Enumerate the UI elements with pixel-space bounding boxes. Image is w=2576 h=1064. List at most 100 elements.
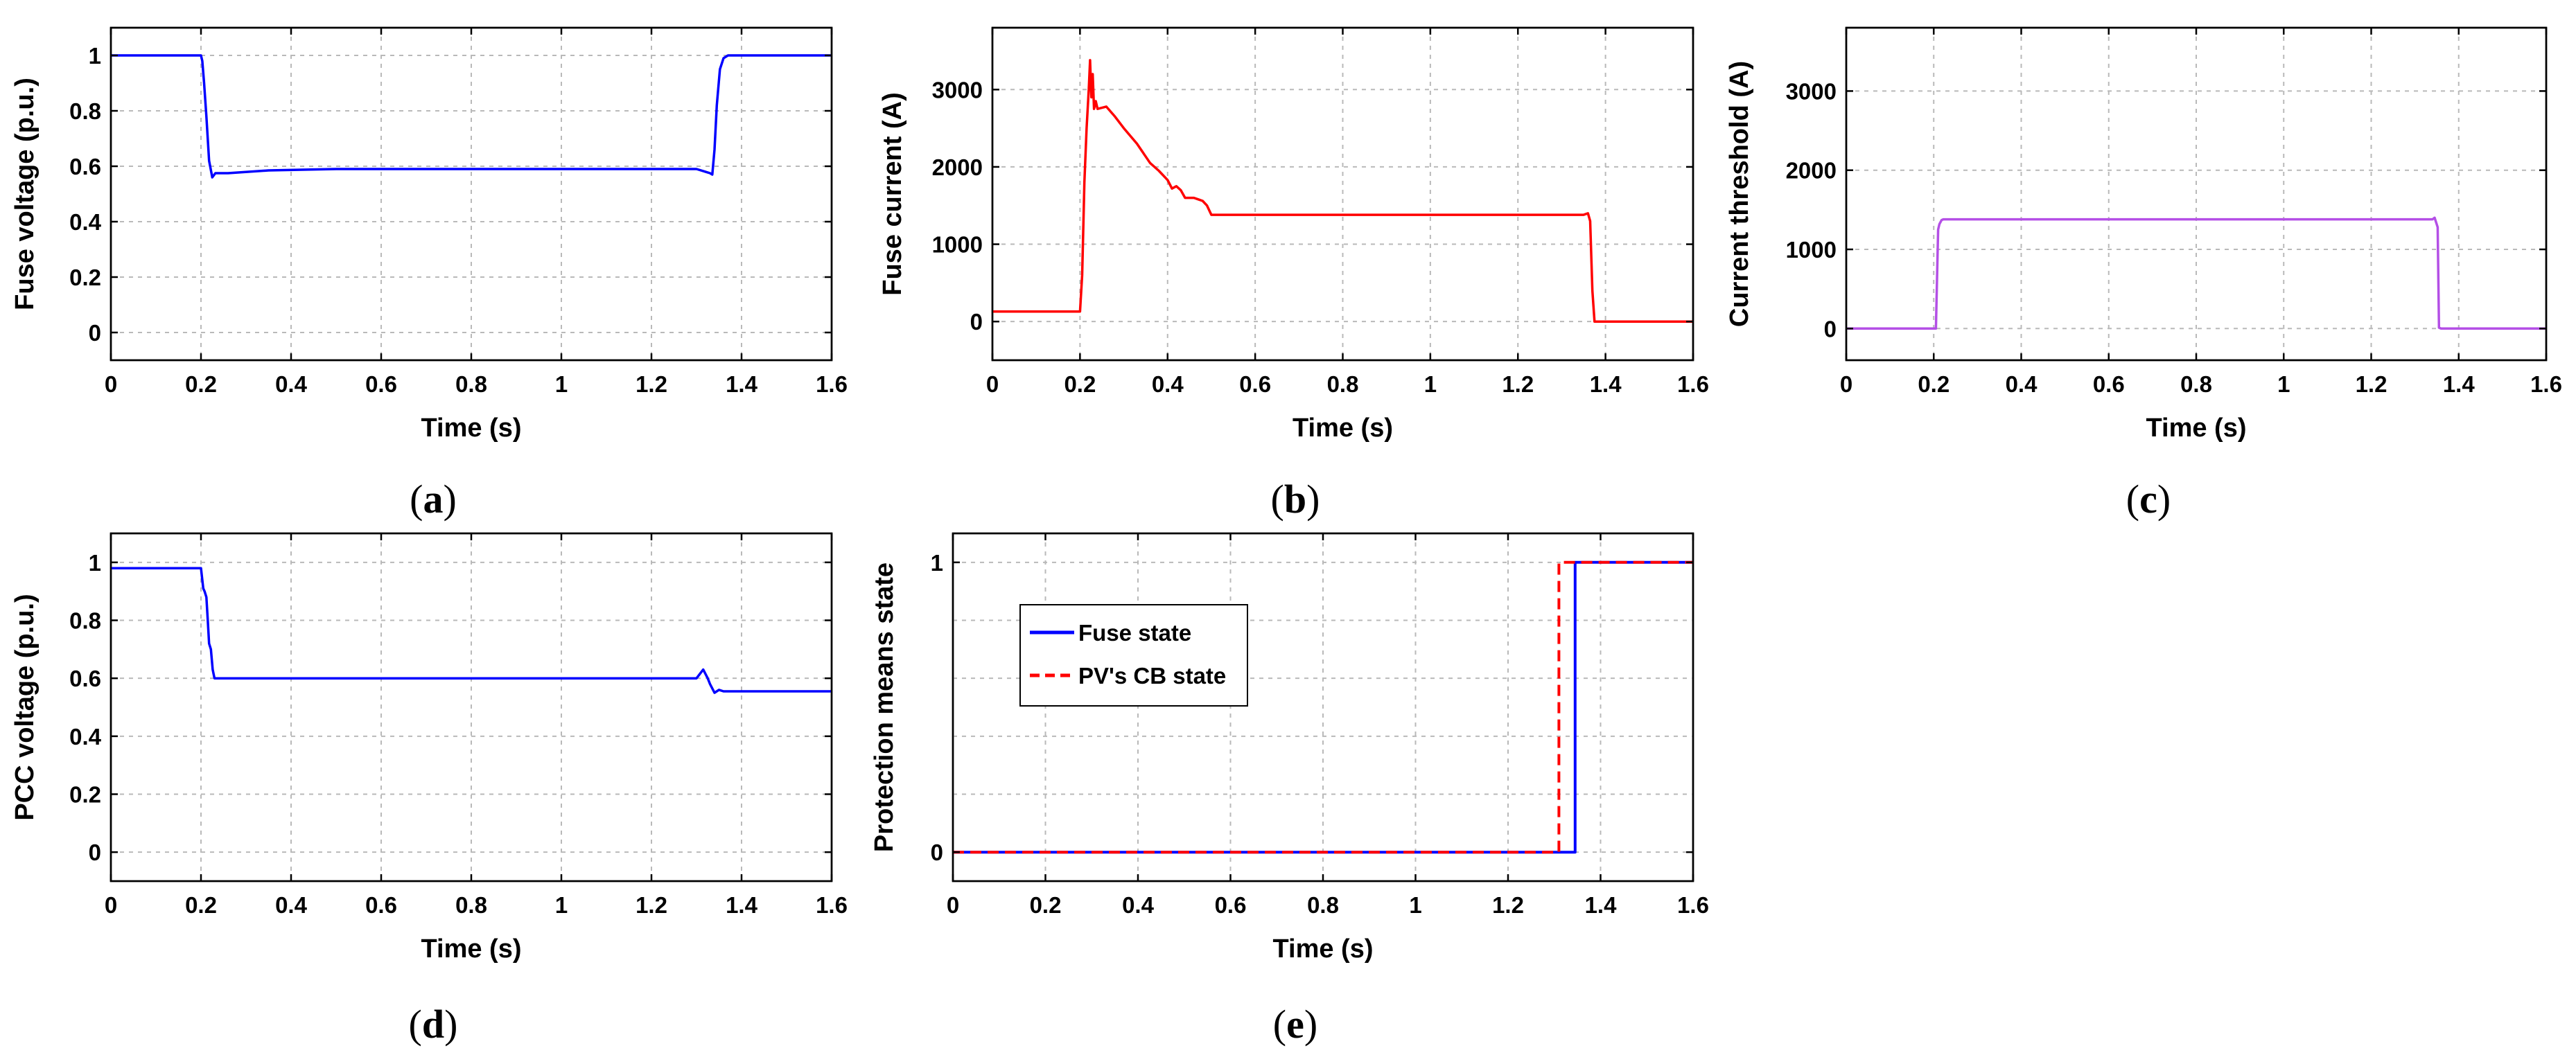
panel-letter: a [423,477,444,522]
panel-label: (c) [2126,477,2171,522]
x-axis-label: Time (s) [1272,934,1373,964]
y-tick-label: 1000 [932,232,983,258]
x-tick-label: 0.8 [1307,892,1339,918]
x-tick-label: 1 [1409,892,1421,918]
chart-panel-d: 0 0.2 0.4 0.6 0.8 1 1.2 1.4 1.6 0 0.2 0.4 0.6 0.8 1 Tim… [10,532,848,1047]
x-tick-label: 0.6 [365,892,397,918]
y-tick-label: 0.6 [69,666,101,691]
x-tick-label: 0 [105,892,117,918]
x-axis-label: Time (s) [2146,414,2246,443]
x-tick-label: 0.4 [2006,371,2038,397]
x-tick-label: 1 [2277,371,2290,397]
y-tick-label: 0 [89,840,101,865]
legend-label: Fuse state [1078,620,1191,646]
y-tick-label: 2000 [1786,158,1837,184]
y-axis-label: Current threshold (A) [1725,61,1754,327]
y-tick-label: 2000 [932,154,983,180]
x-tick-label: 0 [947,892,959,918]
chart-panel-e: 0 0.2 0.4 0.6 0.8 1 1.2 1.4 1.6 0 1 Time (s) Protect… [870,532,1709,1047]
y-tick-label: 0.6 [69,154,101,179]
y-tick-label: 0 [970,309,983,335]
y-tick-label: 0 [931,840,943,865]
y-tick-label: 1 [89,550,101,576]
x-tick-label: 1.2 [636,892,667,918]
y-tick-label: 0.4 [69,209,102,235]
x-tick-label: 1.6 [1677,371,1709,397]
x-tick-label: 1.6 [2530,371,2562,397]
y-tick-label: 0.4 [69,724,102,750]
y-tick-label: 0.2 [69,265,101,290]
x-tick-label: 0.8 [1327,371,1359,397]
y-tick-label: 0 [89,320,101,346]
x-axis-label: Time (s) [421,934,521,964]
y-axis-label: Fuse current (A) [878,92,907,295]
panel-label: (d) [409,1002,458,1047]
x-tick-label: 0.8 [455,371,487,397]
x-tick-label: 1.2 [2356,371,2387,397]
x-tick-label: 1.4 [1590,371,1622,397]
x-tick-label: 1.6 [816,892,848,918]
chart-panel-c: 0 0.2 0.4 0.6 0.8 1 1.2 1.4 1.6 0 1000 2000 3000 Time… [1725,26,2562,522]
legend-box [1019,604,1248,707]
x-axis-label: Time (s) [1293,414,1393,443]
y-tick-label: 0.2 [69,782,101,808]
x-tick-label: 0.2 [185,371,217,397]
panel-label: (a) [410,477,457,522]
x-tick-label: 0.8 [2180,371,2212,397]
x-tick-label: 0.2 [1064,371,1096,397]
panel-label: (e) [1273,1002,1317,1047]
x-tick-label: 0 [986,371,999,397]
y-axis-label: PCC voltage (p.u.) [10,594,40,820]
panel-letter: c [2139,477,2157,522]
x-tick-label: 1.6 [816,371,848,397]
chart-panel-a: 0 0.2 0.4 0.6 0.8 1 1.2 1.4 1.6 0 0.2 0.4 0.6 0.8 1 Tim… [10,26,848,522]
y-tick-label: 0 [1824,316,1837,342]
series-line-fuse-voltage [111,54,832,179]
x-tick-label: 1 [555,371,568,397]
y-tick-label: 0.8 [69,608,101,634]
x-tick-label: 0.4 [275,892,308,918]
x-tick-label: 0.4 [275,371,308,397]
x-tick-label: 1.4 [726,892,758,918]
y-tick-label: 0.8 [69,98,101,124]
series-line-fuse-current [992,59,1693,323]
y-tick-label: 1 [89,43,101,69]
x-tick-label: 0.6 [365,371,397,397]
y-tick-label: 3000 [1786,78,1837,104]
chart-panel-b: 0 0.2 0.4 0.6 0.8 1 1.2 1.4 1.6 0 1000 2000 3000 Time… [878,26,1709,522]
y-axis-label: Fuse voltage (p.u.) [10,78,40,310]
x-axis-label: Time (s) [421,414,521,443]
x-tick-label: 1.2 [1492,892,1524,918]
legend-label: PV's CB state [1078,663,1226,689]
x-tick-label: 1.2 [636,371,667,397]
x-tick-label: 0.6 [1239,371,1271,397]
panel-letter: b [1284,477,1306,522]
x-tick-label: 0.2 [1030,892,1062,918]
series-line-pcc-voltage [111,567,832,694]
series-line-pv-s-cb-state [953,560,1693,854]
panel-letter: d [422,1002,444,1047]
x-tick-label: 1.4 [1585,892,1618,918]
x-tick-label: 0.8 [455,892,487,918]
x-tick-label: 1.2 [1502,371,1534,397]
x-tick-label: 1 [1424,371,1437,397]
x-tick-label: 0.2 [185,892,217,918]
x-tick-label: 0.4 [1152,371,1184,397]
x-tick-label: 0.6 [2093,371,2125,397]
y-tick-label: 1 [931,550,943,576]
x-tick-label: 0 [105,371,117,397]
y-axis-label: Protection means state [870,562,899,852]
x-tick-label: 1 [555,892,568,918]
x-tick-label: 0.4 [1122,892,1155,918]
x-tick-label: 0.6 [1215,892,1247,918]
panel-label: (b) [1271,477,1320,522]
series-line-current-threshold [1846,216,2546,330]
panel-letter: e [1286,1002,1304,1047]
legend: Fuse state PV's CB state [1019,604,1248,707]
y-tick-label: 1000 [1786,237,1837,263]
x-tick-label: 1.6 [1677,892,1709,918]
x-tick-label: 0 [1840,371,1852,397]
x-tick-label: 0.2 [1918,371,1949,397]
x-tick-label: 1.4 [2443,371,2476,397]
